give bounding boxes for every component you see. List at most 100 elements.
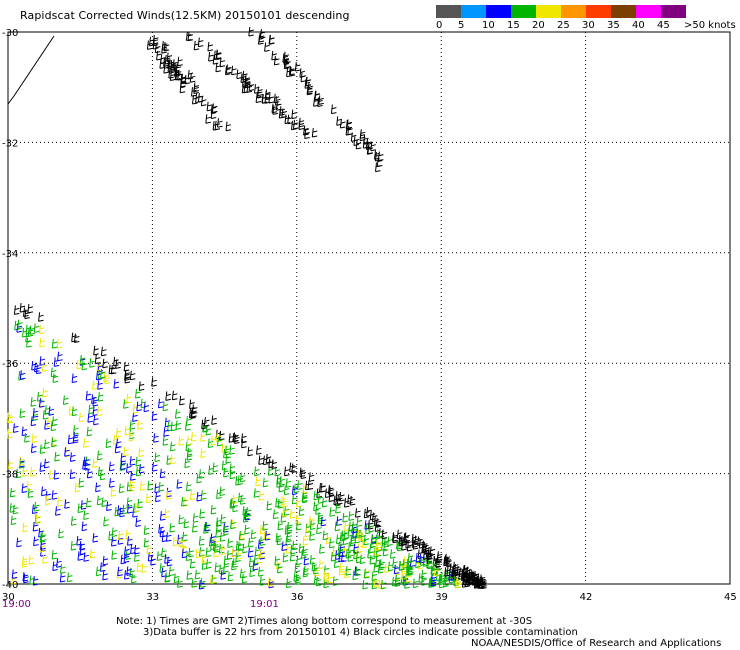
wind-barb bbox=[289, 509, 296, 519]
barb-shape bbox=[371, 579, 378, 590]
note-line-1: Note: 1) Times are GMT 2)Times along bot… bbox=[116, 616, 533, 627]
wind-barb bbox=[120, 554, 127, 565]
wind-barb bbox=[127, 536, 133, 546]
wind-barb bbox=[264, 94, 271, 104]
barb-shape bbox=[231, 547, 238, 558]
barb-shape bbox=[31, 360, 37, 371]
legend-swatch-5 bbox=[461, 5, 486, 18]
wind-barb bbox=[113, 379, 120, 389]
wind-barb bbox=[224, 445, 231, 456]
wind-barb bbox=[406, 565, 413, 576]
wind-barb bbox=[203, 524, 209, 534]
wind-barb bbox=[371, 535, 377, 545]
barb-shape bbox=[282, 552, 289, 563]
wind-barb bbox=[192, 513, 199, 523]
barb-shape bbox=[242, 513, 249, 523]
wind-barb bbox=[355, 139, 362, 150]
wind-barb bbox=[92, 396, 99, 407]
wind-barb bbox=[280, 495, 287, 506]
barb-shape bbox=[183, 518, 190, 529]
barb-shape bbox=[31, 504, 38, 514]
wind-barb bbox=[371, 571, 378, 581]
barb-shape bbox=[30, 467, 36, 477]
wind-barb bbox=[226, 550, 233, 560]
barb-shape bbox=[357, 543, 363, 553]
wind-barb bbox=[32, 408, 39, 418]
wind-barb bbox=[355, 508, 361, 518]
wind-barb bbox=[455, 578, 461, 589]
note-line-3: NOAA/NESDIS/Office of Research and Appli… bbox=[471, 638, 722, 649]
wind-barb bbox=[241, 83, 248, 94]
barb-shape bbox=[153, 433, 159, 443]
wind-barb bbox=[363, 569, 370, 579]
wind-barb bbox=[348, 511, 355, 521]
barb-shape bbox=[179, 395, 185, 406]
wind-barb bbox=[338, 552, 345, 563]
wind-barb bbox=[298, 117, 305, 128]
barb-shape bbox=[345, 566, 352, 576]
wind-barb bbox=[10, 515, 17, 525]
map-frame bbox=[7, 31, 731, 585]
wind-barb bbox=[51, 490, 58, 500]
legend-swatch-10 bbox=[486, 5, 511, 18]
barb-shape bbox=[151, 462, 158, 472]
barb-shape bbox=[299, 467, 306, 478]
barb-shape bbox=[41, 362, 48, 372]
barb-shape bbox=[12, 423, 19, 433]
barb-shape bbox=[172, 59, 179, 69]
wind-barb bbox=[43, 458, 50, 469]
barb-shape bbox=[283, 485, 290, 496]
barb-shape bbox=[173, 62, 180, 72]
wind-barb bbox=[68, 406, 75, 416]
barb-shape bbox=[165, 391, 171, 401]
barb-shape bbox=[76, 359, 83, 370]
barb-shape bbox=[423, 550, 429, 560]
wind-barb bbox=[80, 500, 87, 510]
wind-barb bbox=[384, 563, 390, 573]
barb-shape bbox=[102, 358, 108, 369]
wind-barb bbox=[187, 69, 194, 80]
wind-barb bbox=[154, 452, 161, 462]
barb-shape bbox=[176, 479, 183, 489]
barb-shape bbox=[188, 547, 194, 558]
wind-barb bbox=[309, 520, 316, 530]
barb-shape bbox=[64, 447, 70, 457]
barb-shape bbox=[295, 575, 301, 585]
wind-barb bbox=[304, 527, 311, 538]
barb-shape bbox=[355, 508, 361, 518]
wind-barb bbox=[93, 415, 99, 426]
barb-shape bbox=[38, 324, 45, 335]
barb-shape bbox=[64, 499, 70, 509]
wind-barb bbox=[129, 420, 136, 430]
wind-barb bbox=[283, 59, 290, 70]
barb-shape bbox=[84, 461, 90, 471]
wind-barb bbox=[439, 578, 445, 589]
barb-shape bbox=[286, 522, 293, 532]
legend-swatch-30 bbox=[586, 5, 611, 18]
barb-shape bbox=[376, 157, 383, 167]
wind-barb bbox=[186, 570, 193, 580]
wind-barb bbox=[365, 140, 372, 150]
barb-shape bbox=[28, 555, 35, 565]
time-label: 19:01 bbox=[250, 599, 279, 610]
barb-shape bbox=[421, 576, 427, 586]
barb-shape bbox=[105, 438, 112, 448]
barb-shape bbox=[307, 480, 314, 490]
barb-shape bbox=[297, 480, 303, 490]
barb-shape bbox=[432, 560, 439, 571]
barb-shape bbox=[110, 364, 117, 375]
barb-shape bbox=[355, 553, 362, 564]
wind-barb bbox=[40, 531, 47, 542]
barb-shape bbox=[266, 500, 273, 511]
wind-barb bbox=[111, 536, 117, 547]
barb-shape bbox=[255, 476, 261, 487]
barb-shape bbox=[22, 467, 28, 477]
wind-barb bbox=[21, 558, 28, 568]
barb-shape bbox=[56, 339, 63, 349]
barb-shape bbox=[380, 579, 387, 590]
wind-barb bbox=[18, 456, 25, 466]
wind-barb bbox=[66, 572, 73, 583]
barb-shape bbox=[100, 368, 106, 379]
wind-barb bbox=[214, 562, 221, 573]
barb-shape bbox=[306, 85, 313, 96]
